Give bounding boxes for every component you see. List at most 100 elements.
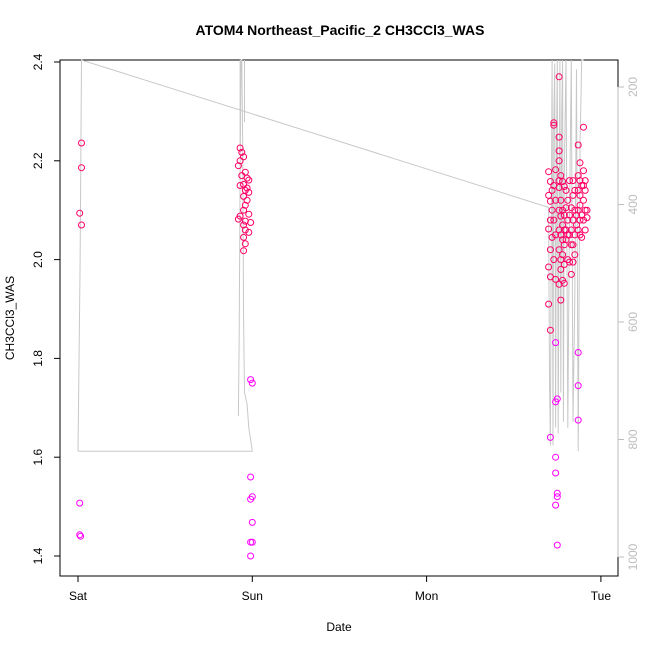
data-point bbox=[578, 233, 586, 241]
data-point bbox=[557, 256, 565, 264]
data-point bbox=[546, 197, 554, 205]
data-point bbox=[555, 280, 563, 288]
data-point bbox=[555, 157, 563, 165]
data-point bbox=[576, 177, 584, 185]
data-point bbox=[236, 157, 244, 165]
data-point bbox=[545, 225, 553, 233]
data-point bbox=[569, 241, 577, 249]
data-point bbox=[550, 119, 558, 127]
y-tick-label: 1.8 bbox=[31, 350, 45, 367]
y2-tick-label: 800 bbox=[626, 429, 640, 449]
y-tick-label: 2.2 bbox=[31, 152, 45, 169]
data-point bbox=[76, 531, 84, 539]
data-point bbox=[555, 73, 563, 81]
data-point bbox=[240, 192, 248, 200]
data-point bbox=[78, 164, 85, 172]
data-point bbox=[560, 279, 568, 287]
y-axis-label: CH3CCl3_WAS bbox=[3, 276, 17, 360]
data-point bbox=[552, 453, 560, 461]
data-point bbox=[546, 178, 554, 185]
x-tick-label: Sat bbox=[69, 589, 88, 603]
data-point bbox=[245, 188, 253, 196]
data-point bbox=[241, 201, 249, 209]
data-point bbox=[574, 141, 582, 149]
data-point bbox=[546, 246, 554, 254]
data-point bbox=[560, 183, 568, 190]
data-point bbox=[243, 174, 251, 182]
x-tick-label: Mon bbox=[415, 589, 438, 603]
y-tick-label: 1.4 bbox=[31, 547, 45, 564]
y-axis: 1.4 1.6 1.8 2.0 2.2 2.4 bbox=[31, 53, 61, 564]
data-point bbox=[545, 168, 553, 176]
data-point bbox=[569, 258, 577, 266]
data-point bbox=[552, 469, 560, 477]
secondary-series-line bbox=[77, 59, 584, 452]
data-point bbox=[76, 499, 84, 507]
y-tick-label: 2.0 bbox=[31, 251, 45, 268]
data-point bbox=[559, 251, 567, 259]
data-point bbox=[248, 538, 256, 546]
data-point bbox=[557, 266, 565, 273]
data-point bbox=[545, 263, 553, 271]
data-point bbox=[552, 275, 560, 283]
data-point bbox=[555, 177, 563, 185]
data-point bbox=[559, 221, 567, 229]
data-point bbox=[580, 167, 587, 175]
data-point bbox=[248, 379, 256, 387]
chart-title: ATOM4 Northeast_Pacific_2 CH3CCl3_WAS bbox=[196, 22, 485, 38]
data-point bbox=[546, 216, 554, 224]
y2-tick-label: 400 bbox=[626, 194, 640, 214]
points-layer bbox=[76, 73, 591, 560]
data-point bbox=[576, 201, 584, 209]
data-point bbox=[559, 178, 567, 185]
data-point bbox=[552, 339, 560, 347]
data-point bbox=[247, 219, 255, 226]
data-point bbox=[238, 148, 246, 156]
data-point bbox=[564, 216, 572, 224]
data-point bbox=[560, 211, 568, 219]
x-tick-label: Tue bbox=[591, 589, 612, 603]
data-point bbox=[240, 247, 248, 255]
data-point bbox=[571, 231, 579, 239]
data-point bbox=[77, 532, 85, 540]
data-point bbox=[569, 191, 577, 199]
x-axis-label: Date bbox=[326, 620, 352, 634]
plot-frame bbox=[59, 59, 619, 577]
data-point bbox=[545, 191, 553, 199]
y2-axis: 200 400 600 800 1000 bbox=[617, 77, 640, 570]
data-point bbox=[550, 256, 558, 264]
y-tick-label: 2.4 bbox=[31, 53, 45, 70]
data-point bbox=[567, 226, 575, 234]
data-point bbox=[557, 196, 565, 204]
data-point bbox=[562, 236, 570, 244]
x-tick-label: Sun bbox=[242, 589, 263, 603]
data-point bbox=[581, 177, 589, 185]
data-point bbox=[555, 133, 563, 141]
data-point bbox=[245, 228, 253, 236]
data-point bbox=[580, 182, 587, 189]
data-point bbox=[553, 489, 561, 497]
data-point bbox=[566, 177, 573, 185]
data-point bbox=[553, 395, 561, 403]
data-point bbox=[583, 206, 591, 214]
data-point bbox=[555, 226, 563, 234]
data-point bbox=[545, 300, 553, 308]
data-point bbox=[240, 153, 248, 161]
data-point bbox=[248, 518, 256, 526]
data-point bbox=[562, 186, 570, 194]
data-point bbox=[555, 147, 563, 155]
data-point bbox=[553, 493, 561, 501]
data-point bbox=[555, 184, 563, 191]
data-point bbox=[562, 204, 570, 212]
x-axis: Sat Sun Mon Tue bbox=[69, 575, 612, 603]
y2-tick-label: 600 bbox=[626, 312, 640, 332]
data-point bbox=[245, 176, 253, 184]
data-point bbox=[562, 226, 570, 234]
data-point bbox=[560, 241, 568, 249]
data-point bbox=[240, 221, 248, 229]
data-point bbox=[241, 226, 249, 234]
data-point bbox=[576, 216, 584, 224]
data-point bbox=[548, 186, 556, 194]
data-point bbox=[247, 552, 255, 560]
